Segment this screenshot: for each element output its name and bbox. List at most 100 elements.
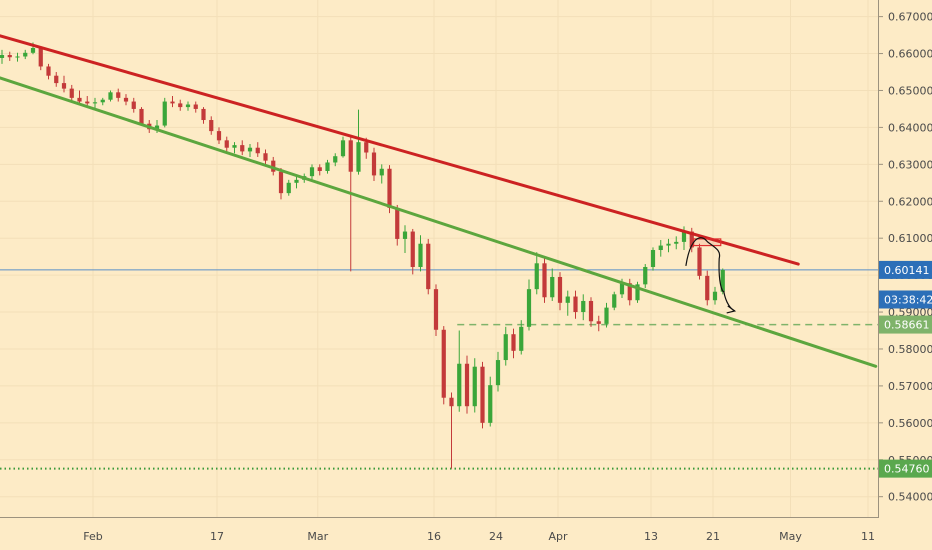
candle-body <box>588 300 594 322</box>
current-price-label-bg <box>879 260 932 279</box>
candle-body <box>650 250 656 267</box>
candle-body <box>340 140 346 157</box>
countdown-label-bg <box>879 290 932 309</box>
candle-body <box>216 131 222 141</box>
candle-body <box>681 231 687 242</box>
candle-body <box>77 97 82 102</box>
candle-body <box>131 101 136 109</box>
candle-body <box>193 104 198 109</box>
x-tick-label: Apr <box>548 530 568 543</box>
candle-body <box>356 142 361 172</box>
candle-body <box>69 88 74 98</box>
candle-body <box>15 56 20 58</box>
horizontal-levels <box>0 269 878 470</box>
candle-body <box>294 179 299 183</box>
support-level-label: 0.58661 <box>879 315 932 334</box>
projection-path <box>685 237 736 312</box>
candle-body <box>387 168 392 208</box>
candle-body <box>154 125 160 130</box>
candle-body <box>697 247 702 276</box>
y-tick-label: 0.61000 <box>888 232 932 245</box>
x-tick-label: 24 <box>489 530 503 543</box>
candle-body <box>457 363 462 407</box>
candle-body <box>472 366 477 407</box>
current-price-label-text: 0.60141 <box>884 264 930 277</box>
candle-body <box>402 231 408 239</box>
candle-body <box>441 329 446 398</box>
candle-body <box>92 102 98 104</box>
candle-body <box>565 296 570 303</box>
candle-body <box>116 92 121 98</box>
candle-body <box>54 75 59 84</box>
y-tick-label: 0.54000 <box>888 491 932 504</box>
candle-body <box>0 55 5 58</box>
candle-body <box>410 231 415 267</box>
candle-body <box>224 140 229 148</box>
candle-body <box>139 108 144 124</box>
candle-body <box>232 145 237 148</box>
candle-body <box>263 153 268 161</box>
candle-body <box>333 156 338 163</box>
candle-body <box>705 275 710 301</box>
candle-body <box>317 167 322 171</box>
candle-body <box>635 284 640 301</box>
trendlines <box>0 34 878 368</box>
support-level-label-text: 0.58661 <box>884 319 930 332</box>
candle-body <box>395 207 400 239</box>
candle-body <box>418 243 423 267</box>
candle-body <box>519 326 524 351</box>
candle-body <box>619 283 625 295</box>
candle-body <box>100 99 105 103</box>
candles <box>0 42 725 469</box>
candle-body <box>573 296 578 313</box>
candle-body <box>612 294 617 308</box>
low-level-label: 0.54760 <box>879 459 932 478</box>
candle-body <box>85 101 90 104</box>
x-tick-label: May <box>779 530 802 543</box>
low-level-label-text: 0.54760 <box>884 463 930 476</box>
candle-body <box>38 48 43 67</box>
candle-body <box>209 120 214 132</box>
candle-body <box>503 334 508 361</box>
y-tick-label: 0.62000 <box>888 195 932 208</box>
candle-body <box>534 263 539 290</box>
current-price-label: 0.60141 <box>879 260 932 279</box>
candle-body <box>526 289 532 327</box>
candle-body <box>178 103 183 108</box>
arrow-head <box>726 305 737 314</box>
candle-body <box>170 101 175 104</box>
candle-body <box>379 168 384 176</box>
candle-body <box>185 104 191 108</box>
candle-body <box>674 241 679 244</box>
candle-body <box>309 167 315 177</box>
candle-body <box>511 334 516 351</box>
support-trendline <box>0 76 878 368</box>
x-tick-label: Feb <box>83 530 102 543</box>
candle-body <box>658 245 663 251</box>
countdown-label-text: 03:38:42 <box>884 293 932 306</box>
candle-body <box>201 108 206 121</box>
candle-body <box>46 66 51 76</box>
x-axis[interactable]: Feb 17 Mar 16 24 Apr 13 21 May 11 <box>83 530 875 543</box>
candle-body <box>426 243 431 290</box>
candle-body <box>720 269 725 292</box>
candle-body <box>364 142 369 153</box>
y-tick-label: 0.65000 <box>888 84 932 97</box>
candle-body <box>61 83 67 89</box>
y-tick-label: 0.56000 <box>888 417 932 430</box>
countdown-label: 03:38:42 <box>879 290 932 309</box>
candle-body <box>643 266 648 285</box>
x-tick-label: 21 <box>706 530 720 543</box>
y-tick-label: 0.67000 <box>888 11 932 24</box>
y-tick-label: 0.66000 <box>888 48 932 61</box>
candle-body <box>542 263 547 298</box>
resistance-trendline <box>0 34 800 266</box>
x-tick-label: 16 <box>427 530 441 543</box>
candle-body <box>278 171 284 194</box>
x-tick-label: 13 <box>644 530 658 543</box>
candle-body <box>557 276 563 303</box>
candle-body <box>480 366 485 423</box>
candle-body <box>7 55 12 58</box>
candle-body <box>255 147 260 154</box>
